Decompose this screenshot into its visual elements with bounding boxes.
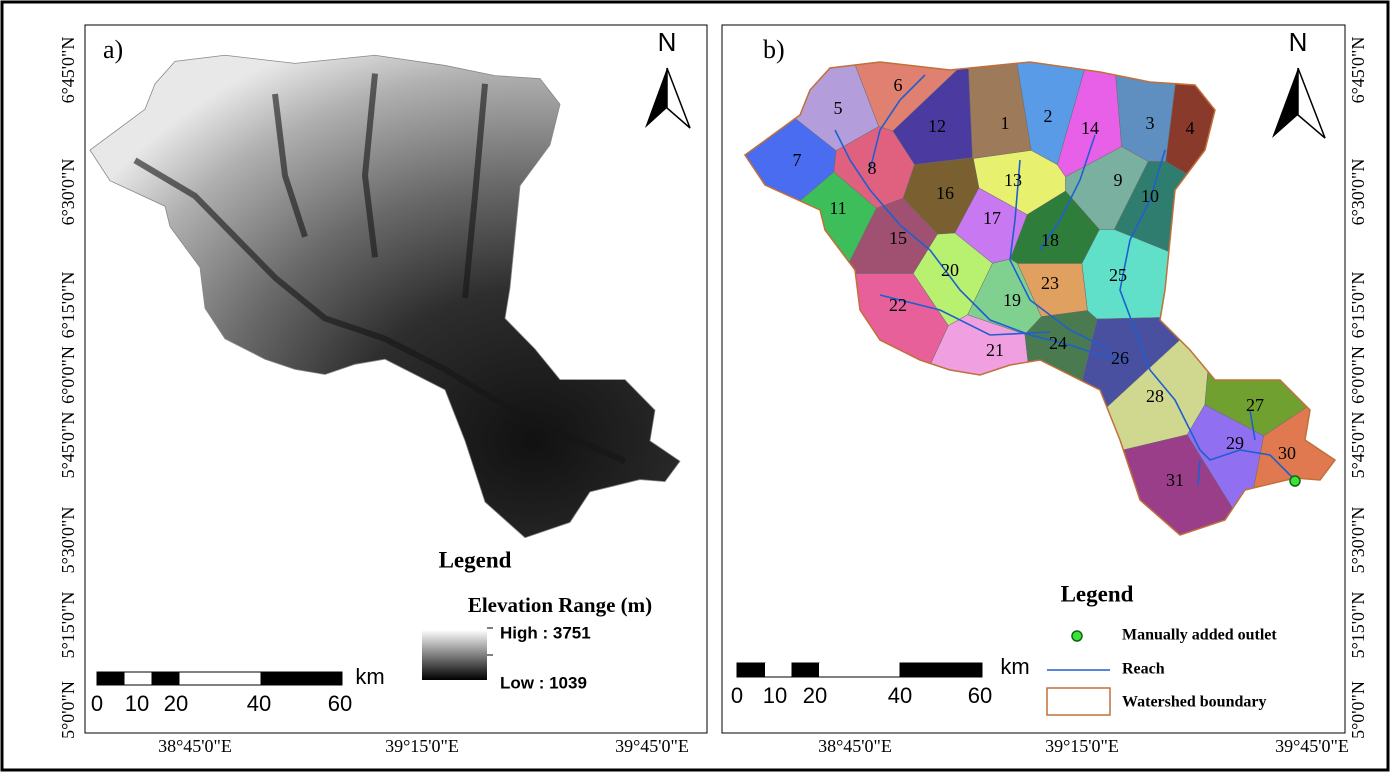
latitude-label: 5°45'0"N: [1348, 412, 1368, 479]
subbasin-label: 4: [1186, 118, 1195, 138]
latitude-label: 6°0'0"N: [1348, 346, 1368, 404]
scale-label: 10: [125, 691, 149, 716]
latitude-label: 6°45'0"N: [58, 37, 78, 104]
subbasin-label: 28: [1146, 386, 1164, 406]
scale-unit: km: [1000, 654, 1029, 679]
subbasin-label: 8: [868, 158, 877, 178]
scale-bar: [97, 672, 342, 685]
north-label: N: [658, 27, 677, 57]
scale-label: 40: [247, 691, 271, 716]
longitude-label: 39°15'0"E: [1045, 736, 1119, 756]
subbasin-label: 6: [894, 75, 903, 95]
scale-label: 0: [91, 691, 103, 716]
latitude-label: 5°15'0"N: [58, 592, 78, 659]
subbasin-label: 18: [1041, 230, 1059, 250]
scale-label: 40: [888, 683, 912, 708]
subbasin-label: 11: [829, 198, 846, 218]
subbasin-label: 9: [1114, 170, 1123, 190]
scale-label: 20: [164, 691, 188, 716]
subbasin-label: 25: [1109, 265, 1127, 285]
latitude-label: 5°30'0"N: [58, 507, 78, 574]
subbasin-label: 21: [986, 340, 1004, 360]
north-label: N: [1289, 27, 1308, 57]
subbasin-label: 13: [1004, 170, 1022, 190]
legend-item: Manually added outlet: [1122, 627, 1277, 644]
legend-title: Legend: [1061, 581, 1134, 606]
outlet: [1290, 476, 1300, 486]
legend-outlet-symbol: [1072, 631, 1082, 641]
subbasin-label: 12: [928, 116, 946, 136]
subbasin-label: 26: [1111, 348, 1129, 368]
longitude-label: 38°45'0"E: [158, 736, 232, 756]
scale-label: 10: [763, 683, 787, 708]
longitude-label: 39°45'0"E: [1275, 736, 1349, 756]
panel-label: a): [103, 35, 123, 64]
subbasin-label: 20: [941, 260, 959, 280]
legend-title: Legend: [439, 547, 512, 572]
subbasin-label: 22: [889, 295, 907, 315]
subbasin-label: 7: [793, 150, 802, 170]
longitude-label: 39°15'0"E: [385, 736, 459, 756]
scale-label: 0: [731, 683, 743, 708]
subbasin-label: 30: [1278, 443, 1296, 463]
latitude-label: 6°30'0"N: [58, 159, 78, 226]
subbasin-label: 3: [1146, 113, 1155, 133]
subbasin-label: 23: [1041, 273, 1059, 293]
latitude-label: 5°0'0"N: [1348, 681, 1368, 739]
latitude-label: 6°0'0"N: [58, 346, 78, 404]
subbasin-label: 1: [1001, 113, 1010, 133]
latitude-label: 5°45'0"N: [58, 412, 78, 479]
latitude-label: 5°15'0"N: [1348, 592, 1368, 659]
latitude-label: 6°15'0"N: [58, 272, 78, 339]
longitude-label: 39°45'0"E: [615, 736, 689, 756]
subbasin-label: 31: [1166, 470, 1184, 490]
subbasin-label: 27: [1246, 395, 1264, 415]
latitude-label: 6°30'0"N: [1348, 159, 1368, 226]
subbasin-label: 15: [889, 228, 907, 248]
subbasin-label: 24: [1049, 333, 1067, 353]
legend-item: Reach: [1122, 661, 1165, 678]
figure: a) N Legend Elevation Range (m) High : 3…: [0, 0, 1390, 772]
subbasin-label: 2: [1044, 106, 1053, 126]
subbasin-label: 16: [936, 183, 954, 203]
subbasin-label: 5: [834, 98, 843, 118]
scale-label: 60: [328, 691, 352, 716]
latitude-label: 6°45'0"N: [1348, 37, 1368, 104]
subbasin-label: 29: [1226, 433, 1244, 453]
panel-label: b): [763, 35, 785, 64]
latitude-label: 5°0'0"N: [58, 681, 78, 739]
subbasin-label: 19: [1003, 290, 1021, 310]
scale-label: 20: [803, 683, 827, 708]
subbasin-label: 14: [1081, 118, 1099, 138]
latitude-label: 5°30'0"N: [1348, 507, 1368, 574]
subbasin-label: 10: [1141, 186, 1159, 206]
elevation-ramp: [422, 630, 487, 680]
legend-high: High : 3751: [500, 623, 591, 642]
scale-bar: [737, 663, 982, 677]
longitude-label: 38°45'0"E: [818, 736, 892, 756]
legend-low: Low : 1039: [500, 673, 587, 692]
scale-label: 60: [968, 683, 992, 708]
legend-subtitle: Elevation Range (m): [468, 593, 652, 617]
latitude-label: 6°15'0"N: [1348, 272, 1368, 339]
subbasin-label: 17: [983, 208, 1001, 228]
legend-item: Watershed boundary: [1122, 694, 1266, 711]
scale-unit: km: [355, 664, 384, 689]
